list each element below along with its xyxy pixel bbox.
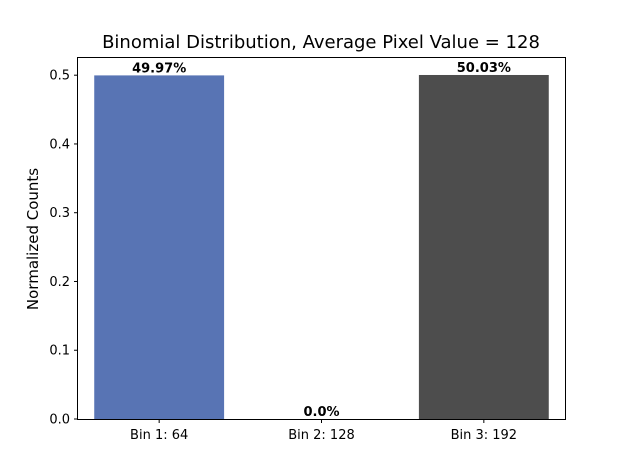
data-labels-group: 49.97% 0.0% 50.03%: [132, 61, 511, 420]
y-tick-label-4: 0.4: [49, 137, 70, 152]
x-axis-ticks: Bin 1: 64 Bin 2: 128 Bin 3: 192: [130, 419, 517, 443]
y-tick-label-1: 0.1: [49, 344, 70, 359]
y-tick-label-0: 0.0: [49, 413, 70, 428]
data-label-3: 50.03%: [457, 61, 511, 76]
bars-group: [94, 74, 549, 419]
y-axis-label: Normalized Counts: [24, 168, 42, 310]
y-tick-label-5: 0.5: [49, 69, 70, 84]
bar-3: [418, 74, 549, 419]
data-label-1: 49.97%: [132, 61, 186, 76]
y-axis-ticks: 0.0 0.1 0.2 0.3 0.4 0.5: [49, 69, 78, 428]
y-tick-label-2: 0.2: [49, 275, 70, 290]
plot-frame: [77, 57, 566, 420]
x-tick-label-3: Bin 3: 192: [451, 428, 518, 443]
y-tick-label-3: 0.3: [49, 206, 70, 221]
x-tick-label-2: Bin 2: 128: [288, 428, 355, 443]
chart-title: Binomial Distribution, Average Pixel Val…: [102, 32, 540, 53]
data-label-2: 0.0%: [303, 405, 339, 420]
x-tick-label-1: Bin 1: 64: [130, 428, 188, 443]
bar-1: [94, 75, 225, 419]
